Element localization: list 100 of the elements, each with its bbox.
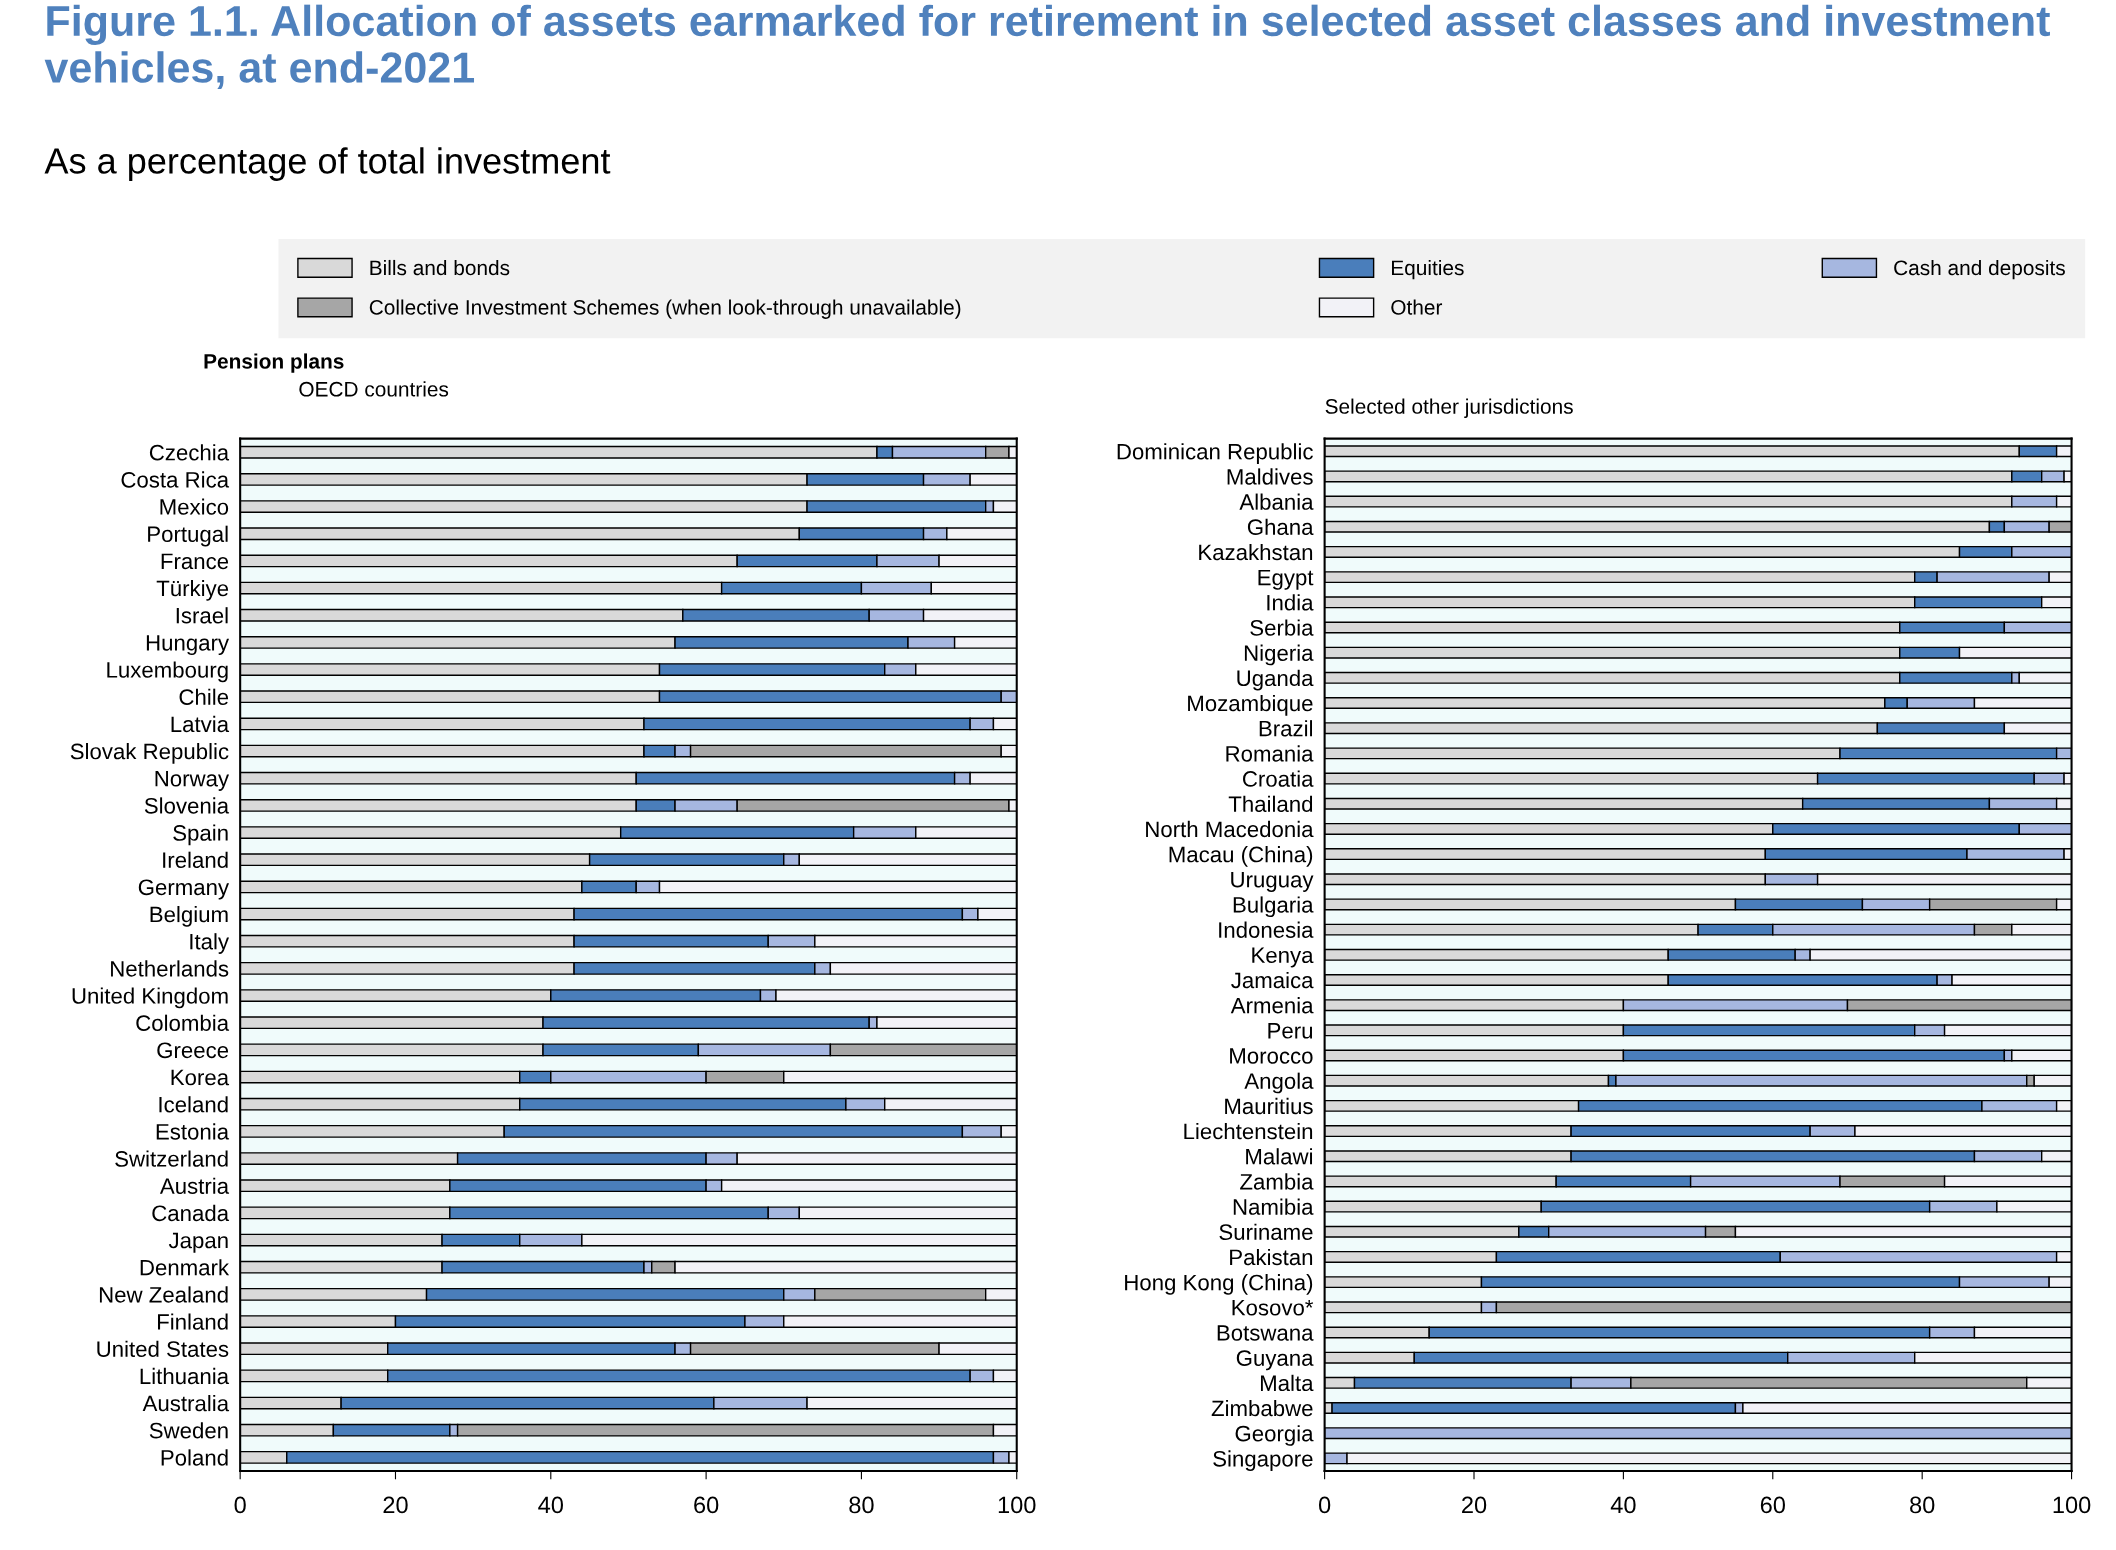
y-tick-label: Mozambique (1188, 694, 1313, 716)
y-tick-label: Chile (179, 688, 229, 705)
y-tick-label: Namibia (1233, 1198, 1314, 1215)
y-tick-label: Guyana (1236, 1350, 1314, 1371)
y-tick-label: Finland (158, 1313, 228, 1330)
y-tick-label: Angola (1244, 1072, 1314, 1094)
y-tick-label: Botswana (1217, 1325, 1314, 1341)
y-tick-label: Italy (190, 933, 230, 954)
y-tick-label: Uganda (1237, 669, 1314, 691)
y-tick-label: Netherlands (111, 960, 229, 977)
y-tick-label: Ghana (1247, 518, 1314, 536)
x-tick-label: 60 (694, 1496, 719, 1514)
y-tick-label: Spain (173, 824, 228, 846)
y-tick-label: Latvia (171, 715, 230, 733)
y-tick-label: Slovenia (144, 797, 230, 814)
x-tick-label: 80 (849, 1496, 874, 1514)
y-tick-label: Brazil (1259, 720, 1313, 737)
y-tick-label: Poland (161, 1449, 228, 1466)
y-tick-label: Hungary (146, 635, 230, 656)
x-tick-label: 20 (383, 1496, 408, 1514)
y-tick-label: Denmark (140, 1259, 230, 1276)
y-tick-label: North Macedonia (1146, 820, 1314, 838)
y-tick-label: Zimbabwe (1211, 1399, 1313, 1417)
y-tick-label: Luxembourg (107, 661, 228, 683)
y-tick-label: Iceland (159, 1096, 228, 1113)
y-tick-label: Uruguay (1231, 872, 1314, 892)
y-tick-label: Jamaica (1231, 971, 1314, 989)
y-tick-label: Maldives (1227, 468, 1313, 485)
y-tick-label: United States (97, 1340, 229, 1357)
y-tick-label: Serbia (1250, 619, 1314, 636)
y-tick-label: Romania (1226, 745, 1314, 762)
y-tick-label: Malawi (1246, 1148, 1313, 1165)
y-tick-label: New Zealand (99, 1286, 228, 1303)
y-tick-label: Lithuania (140, 1367, 230, 1385)
y-tick-label: Korea (171, 1069, 230, 1086)
x-tick-label: 40 (1610, 1496, 1636, 1514)
legend-label: Cash and deposits (1894, 259, 2065, 280)
y-tick-label: Morocco (1230, 1048, 1313, 1064)
y-tick-label: Hong Kong (China) (1125, 1274, 1313, 1295)
x-tick-label: 100 (2053, 1496, 2091, 1514)
y-tick-label: Norway (155, 770, 230, 791)
y-tick-label: Colombia (136, 1014, 230, 1031)
y-tick-label: Mexico (160, 498, 229, 515)
y-tick-label: Kazakhstan (1199, 543, 1313, 561)
y-tick-label: Bulgaria (1233, 896, 1314, 918)
y-tick-label: Pakistan (1230, 1248, 1313, 1266)
y-tick-label: Germany (138, 879, 230, 900)
y-tick-label: Austria (159, 1177, 230, 1194)
legend-label: Collective Investment Schemes (when look-through unavailable) (369, 299, 961, 319)
chart-title: Figure 1.1. Allocation of assets earmarked for retirement in selected asset classes and investment vehicles, at end-2021 (44, 4, 2050, 90)
y-tick-label: Liechtenstein (1184, 1122, 1313, 1140)
y-tick-label: Czechia (149, 444, 230, 461)
y-tick-label: Australia (142, 1394, 230, 1412)
y-tick-label: Costa Rica (121, 471, 230, 488)
x-tick-label: 80 (1910, 1496, 1935, 1514)
y-tick-label: United Kingdom (72, 987, 228, 1009)
y-tick-label: Croatia (1243, 770, 1314, 787)
y-tick-label: Dominican Republic (1117, 443, 1313, 464)
y-tick-label: Kenya (1252, 947, 1314, 968)
chart-subtitle: As a percentage of total investment (44, 147, 611, 181)
y-tick-label: India (1267, 594, 1314, 611)
y-tick-label: Thailand (1228, 795, 1313, 812)
y-tick-label: Japan (168, 1232, 228, 1253)
legend-label: Other (1391, 299, 1443, 315)
x-tick-label: 60 (1760, 1496, 1785, 1514)
y-tick-label: Singapore (1213, 1450, 1313, 1472)
y-tick-label: Greece (157, 1042, 229, 1059)
y-tick-label: Peru (1268, 1023, 1313, 1039)
x-tick-label: 0 (234, 1496, 246, 1514)
y-tick-label: Switzerland (115, 1150, 228, 1167)
x-tick-label: 40 (538, 1496, 563, 1514)
y-tick-label: Albania (1239, 493, 1314, 510)
y-tick-label: Indonesia (1219, 921, 1314, 938)
y-tick-label: Slovak Republic (70, 743, 229, 764)
y-tick-label: Mauritius (1225, 1097, 1313, 1115)
x-tick-label: 100 (998, 1496, 1036, 1514)
y-tick-label: Nigeria (1244, 644, 1314, 666)
chart-title: Selected other jurisdictions (1325, 398, 1573, 418)
x-tick-label: 0 (1318, 1496, 1331, 1514)
y-tick-label: Estonia (156, 1123, 230, 1140)
y-tick-label: Canada (152, 1204, 230, 1222)
y-tick-label: Kosovo* (1232, 1300, 1314, 1316)
y-tick-label: Ireland (163, 851, 228, 868)
text: Pension plans (204, 353, 344, 373)
text: OECD countries (299, 381, 449, 397)
y-tick-label: Egypt (1258, 569, 1314, 590)
y-tick-label: Georgia (1235, 1425, 1314, 1446)
y-tick-label: France (161, 553, 229, 570)
y-tick-label: Israel (176, 607, 228, 624)
y-tick-label: Malta (1260, 1374, 1314, 1392)
y-tick-label: Belgium (150, 906, 228, 927)
y-tick-label: Türkiye (156, 580, 229, 601)
y-tick-label: Portugal (148, 525, 228, 547)
y-tick-label: Zambia (1240, 1173, 1314, 1190)
x-tick-label: 20 (1462, 1496, 1487, 1514)
legend-label: Bills and bonds (370, 259, 510, 276)
y-tick-label: Macau (China) (1169, 846, 1313, 867)
legend-label: Equities (1392, 259, 1464, 280)
y-tick-label: Sweden (149, 1422, 228, 1439)
y-tick-label: Armenia (1230, 997, 1314, 1014)
